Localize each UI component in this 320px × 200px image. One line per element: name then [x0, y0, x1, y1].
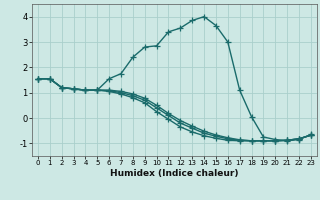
X-axis label: Humidex (Indice chaleur): Humidex (Indice chaleur) [110, 169, 239, 178]
